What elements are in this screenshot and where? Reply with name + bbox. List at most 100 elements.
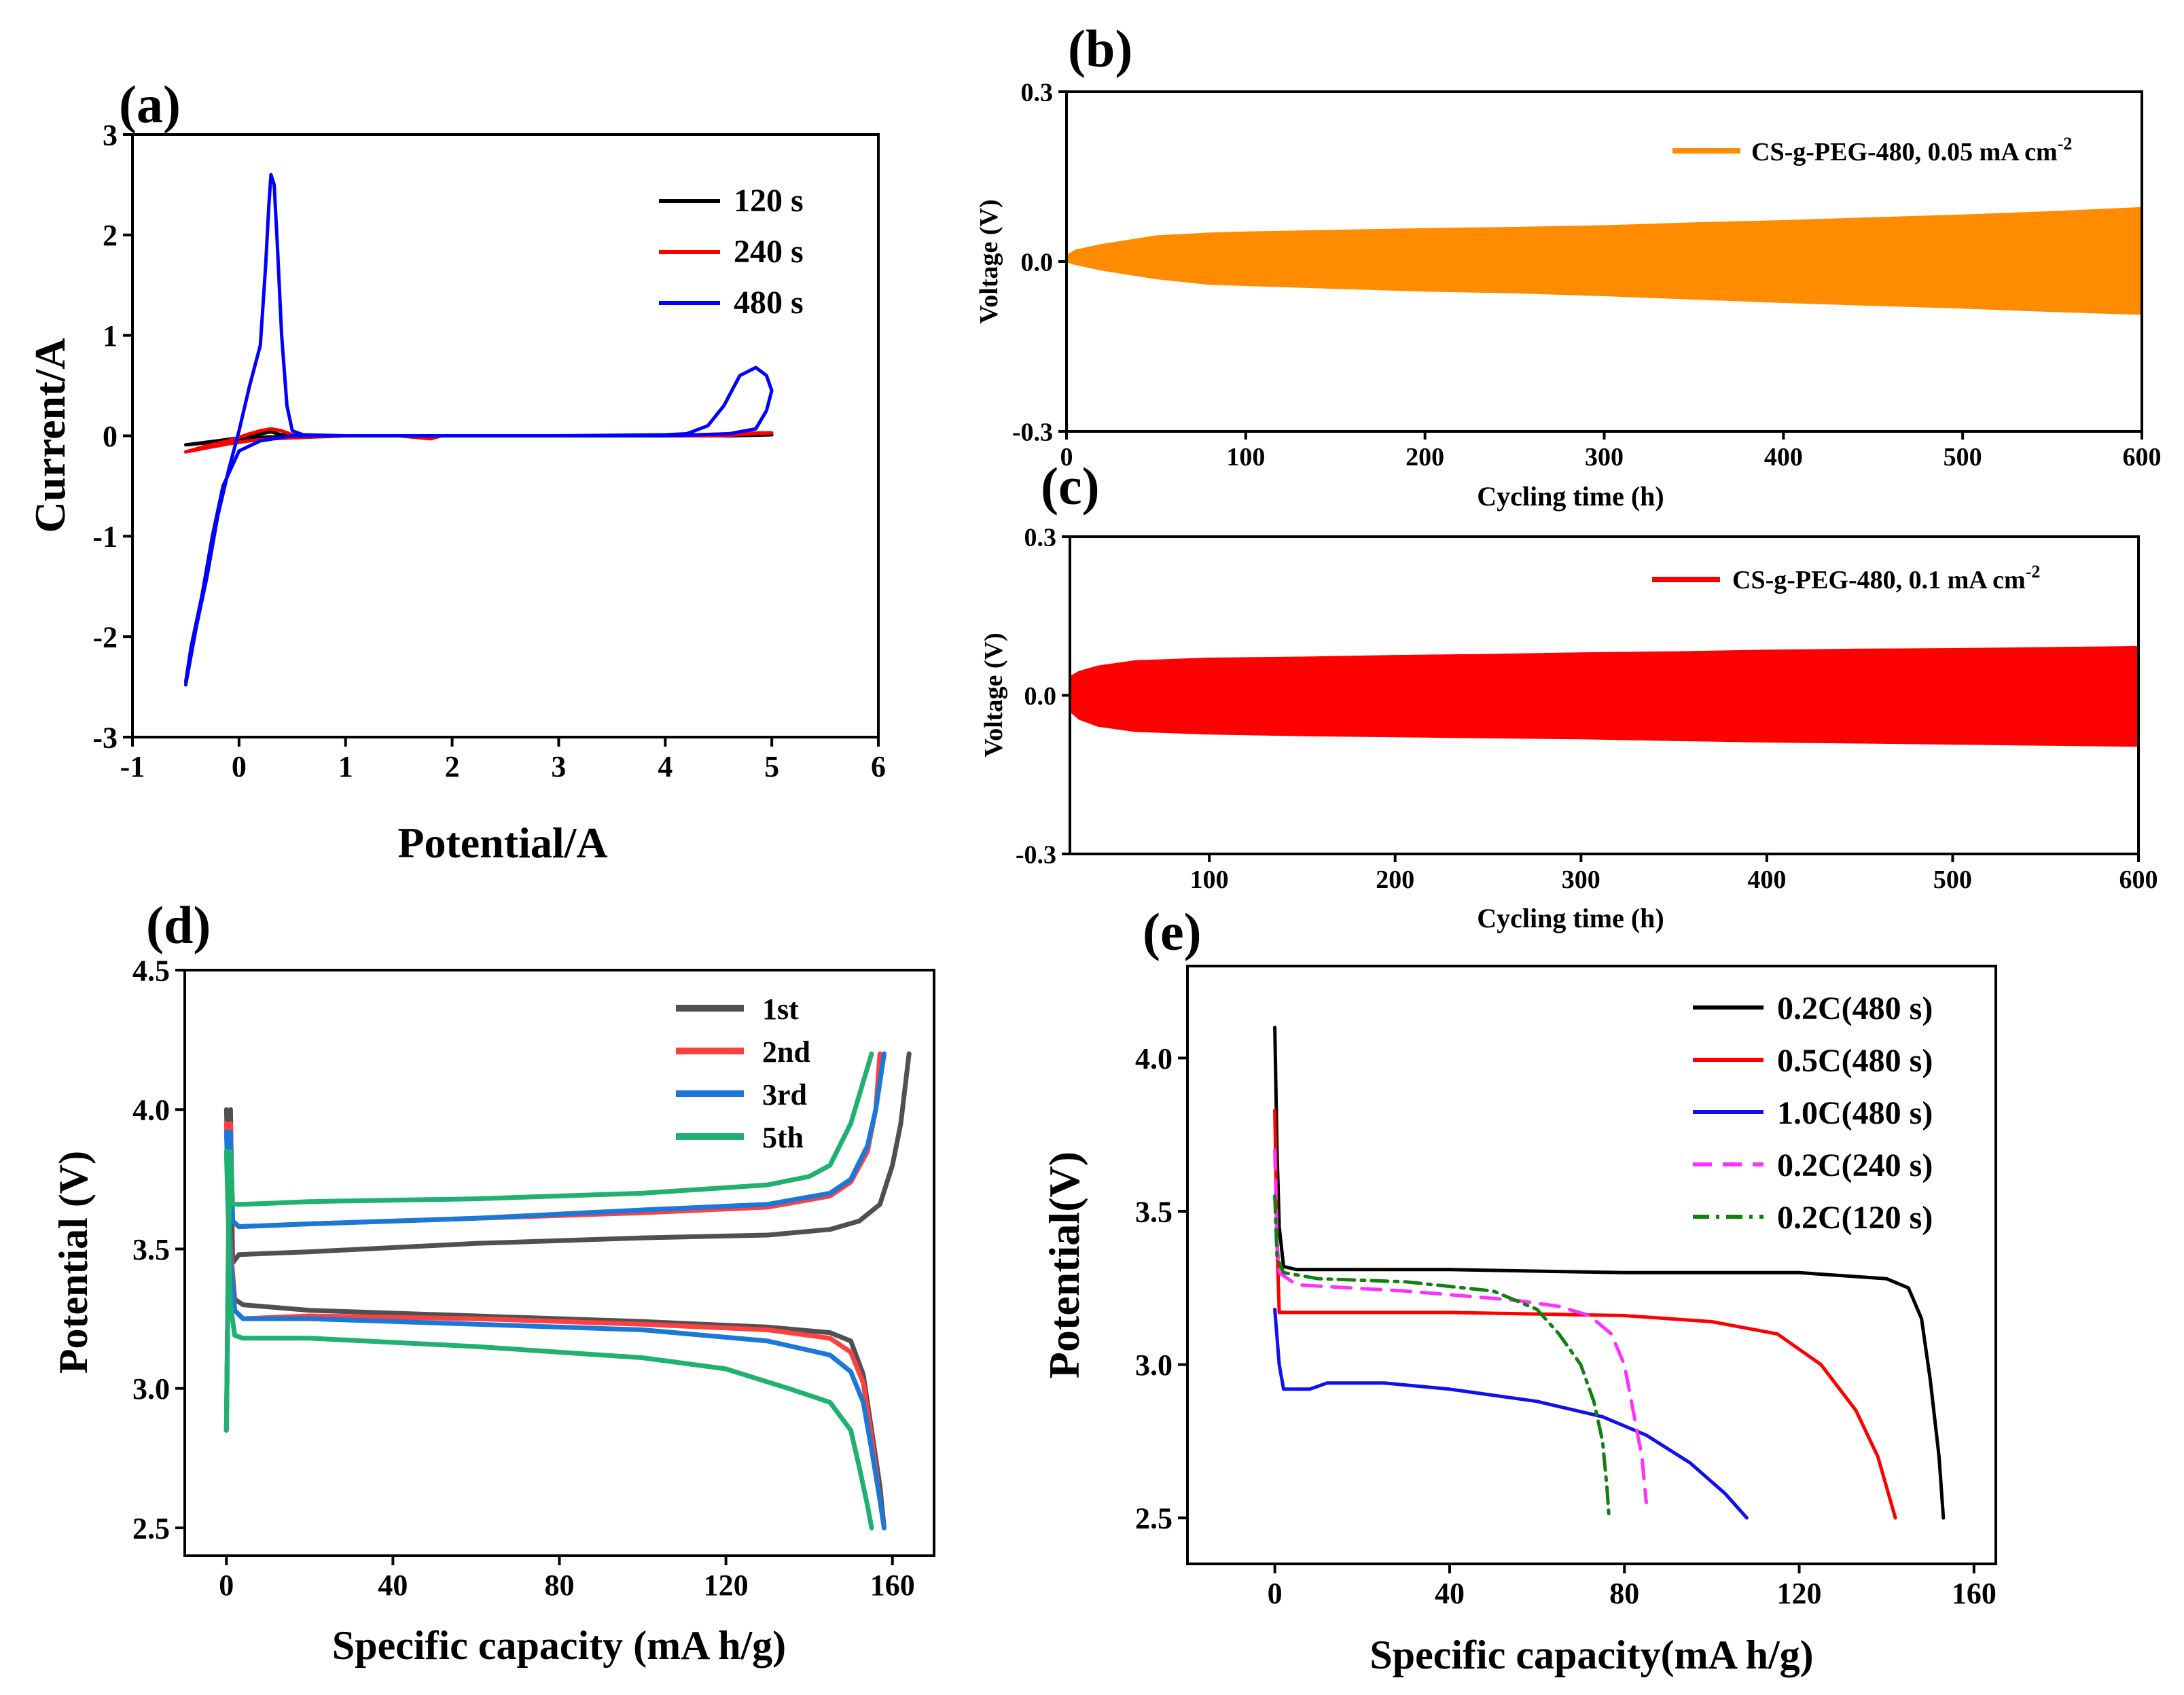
legend-label-c-main: CS-g-PEG-480, 0.1 mA cm xyxy=(1732,566,2026,594)
legend-label-120s: 120 s xyxy=(734,183,804,219)
panel-a-ylabel: Current/A xyxy=(26,338,74,533)
x-tick-label: 40 xyxy=(1435,1577,1465,1610)
x-tick-label: 100 xyxy=(1226,443,1265,471)
x-tick-label: 0 xyxy=(1268,1577,1283,1610)
series-line-480-s xyxy=(183,173,774,687)
y-tick-label: 3.0 xyxy=(1135,1349,1172,1382)
y-tick-label: 2 xyxy=(103,219,118,252)
panel-e-ylabel: Potential(V) xyxy=(1040,1152,1088,1378)
y-tick-label: 0.0 xyxy=(1021,248,1054,276)
x-tick-label: 40 xyxy=(378,1569,408,1602)
panel-d: (d) 0 40 80 120 160 4.5 4.0 3.5 3.0 2.5 Potential… xyxy=(51,895,935,1668)
panel-a-plot-area xyxy=(131,133,880,738)
y-tick-label: -3 xyxy=(92,721,118,754)
panel-a-ticks: -1 0 1 2 3 4 5 6 3 2 1 0 -1 -2 -3 xyxy=(92,118,886,783)
panel-b-series-group xyxy=(1066,207,2143,315)
y-tick-label: 0.3 xyxy=(1021,78,1054,107)
panel-a-label: (a) xyxy=(119,75,181,134)
x-tick-label: 400 xyxy=(1764,443,1803,471)
panel-c: (c) 100 200 300 400 500 600 0.3 0.0 -0.3 Voltage… xyxy=(980,457,2158,933)
series-line-0-5c-480-s- xyxy=(1273,1108,1897,1520)
series-line-3rd xyxy=(223,1129,887,1531)
panel-e-series-group xyxy=(1273,1025,1946,1520)
y-tick-label: 3 xyxy=(103,118,118,151)
x-tick-label: 200 xyxy=(1376,866,1414,894)
panel-b: (b) 0 100 200 300 400 500 600 0.3 0.0 -0.3 Voltag… xyxy=(975,19,2162,512)
legend-label-b-superscript: -2 xyxy=(2058,134,2073,154)
series-line-3rd xyxy=(223,1051,887,1433)
legend-label-0.2C-120s: 0.2C(120 s) xyxy=(1777,1200,1933,1236)
x-tick-label: 0 xyxy=(219,1569,234,1602)
y-tick-label: 0.3 xyxy=(1024,523,1057,552)
panel-a-legend: 120 s 240 s 480 s xyxy=(659,183,804,321)
panel-d-ylabel: Potential (V) xyxy=(51,1151,96,1374)
panel-b-ylabel: Voltage (V) xyxy=(975,199,1003,323)
y-tick-label: -0.3 xyxy=(1016,840,1056,869)
legend-label-2nd: 2nd xyxy=(762,1035,810,1069)
y-tick-label: 3.5 xyxy=(132,1233,170,1266)
legend-label-0.2C-480s: 0.2C(480 s) xyxy=(1777,991,1933,1027)
x-tick-label: 5 xyxy=(764,750,779,783)
panel-c-plot-area xyxy=(1069,535,2140,855)
legend-label-0.5C-480s: 0.5C(480 s) xyxy=(1777,1043,1933,1079)
panel-b-legend: CS-g-PEG-480, 0.05 mA cm-2 xyxy=(1672,134,2072,166)
legend-label-240s: 240 s xyxy=(734,234,804,270)
series-line-0-2c-240-s- xyxy=(1273,1148,1648,1505)
panel-c-xlabel: Cycling time (h) xyxy=(1477,903,1664,933)
x-tick-label: 1 xyxy=(338,750,353,783)
panel-a-series-group xyxy=(183,173,774,687)
y-tick-label: 1 xyxy=(103,319,118,353)
legend-label-3rd: 3rd xyxy=(762,1078,807,1111)
panel-d-xlabel: Specific capacity (mA h/g) xyxy=(332,1623,786,1668)
panel-d-axes-frame xyxy=(183,969,935,1557)
legend-label-480s: 480 s xyxy=(734,285,804,321)
panel-c-legend: CS-g-PEG-480, 0.1 mA cm-2 xyxy=(1652,562,2040,594)
panel-e-plot-area xyxy=(1186,965,1997,1565)
y-tick-label: -0.3 xyxy=(1012,418,1053,446)
x-tick-label: 80 xyxy=(545,1569,575,1602)
panel-e-axes-frame xyxy=(1186,965,1997,1565)
x-tick-label: -1 xyxy=(120,750,145,783)
x-tick-label: 600 xyxy=(2123,443,2162,471)
y-tick-label: 2.5 xyxy=(1135,1502,1172,1535)
legend-label-0.2C-240s: 0.2C(240 s) xyxy=(1777,1147,1933,1183)
y-tick-label: 3.0 xyxy=(132,1372,170,1406)
voltage-cycles-b xyxy=(1066,209,2143,313)
y-tick-label: 0 xyxy=(103,420,118,453)
x-tick-label: 600 xyxy=(2119,866,2158,894)
panel-d-series-group xyxy=(223,1051,912,1531)
y-tick-label: 2.5 xyxy=(132,1512,170,1545)
series-line-0-2c-120-s- xyxy=(1273,1194,1611,1520)
panel-c-series-group xyxy=(1069,645,2139,747)
panel-d-label: (d) xyxy=(146,895,211,954)
x-tick-label: 500 xyxy=(1933,866,1972,894)
panel-d-plot-area xyxy=(183,969,935,1557)
series-line-5th xyxy=(223,1149,874,1531)
panel-e: (e) 0 40 80 120 160 4.0 3.5 3.0 2.5 Potential(V)… xyxy=(1040,902,1997,1677)
panel-d-ticks: 0 40 80 120 160 4.5 4.0 3.5 3.0 2.5 xyxy=(132,954,915,1602)
x-tick-label: 300 xyxy=(1562,866,1600,894)
panel-a-xlabel: Potential/A xyxy=(397,819,607,867)
x-tick-label: 500 xyxy=(1944,443,1982,471)
x-tick-label: 100 xyxy=(1190,866,1229,894)
panel-e-xlabel: Specific capacity(mA h/g) xyxy=(1370,1632,1813,1677)
panel-b-label: (b) xyxy=(1068,19,1132,78)
panel-e-ticks: 0 40 80 120 160 4.0 3.5 3.0 2.5 xyxy=(1135,1042,1997,1610)
legend-label-c-superscript: -2 xyxy=(2026,562,2041,582)
series-line-0-2c-480-s- xyxy=(1273,1025,1946,1520)
x-tick-label: 300 xyxy=(1585,443,1624,471)
panel-c-ylabel: Voltage (V) xyxy=(980,632,1008,757)
voltage-cycles-c xyxy=(1069,648,2139,745)
y-tick-label: 3.5 xyxy=(1135,1195,1172,1228)
y-tick-label: 4.0 xyxy=(132,1094,170,1127)
x-tick-label: 400 xyxy=(1747,866,1786,894)
panel-c-ticks: 100 200 300 400 500 600 0.3 0.0 -0.3 xyxy=(1016,523,2158,894)
legend-label-c: CS-g-PEG-480, 0.1 mA cm-2 xyxy=(1732,562,2040,594)
legend-label-1.0C-480s: 1.0C(480 s) xyxy=(1777,1095,1933,1131)
x-tick-label: 200 xyxy=(1406,443,1444,471)
panel-a: (a) -1 0 1 2 3 4 5 6 3 2 1 0 -1 -2 -3 Current/A Potent… xyxy=(26,75,886,867)
panel-d-legend: 1st 2nd 3rd 5th xyxy=(676,993,810,1154)
x-tick-label: 120 xyxy=(1777,1577,1822,1610)
x-tick-label: 0 xyxy=(232,750,247,783)
